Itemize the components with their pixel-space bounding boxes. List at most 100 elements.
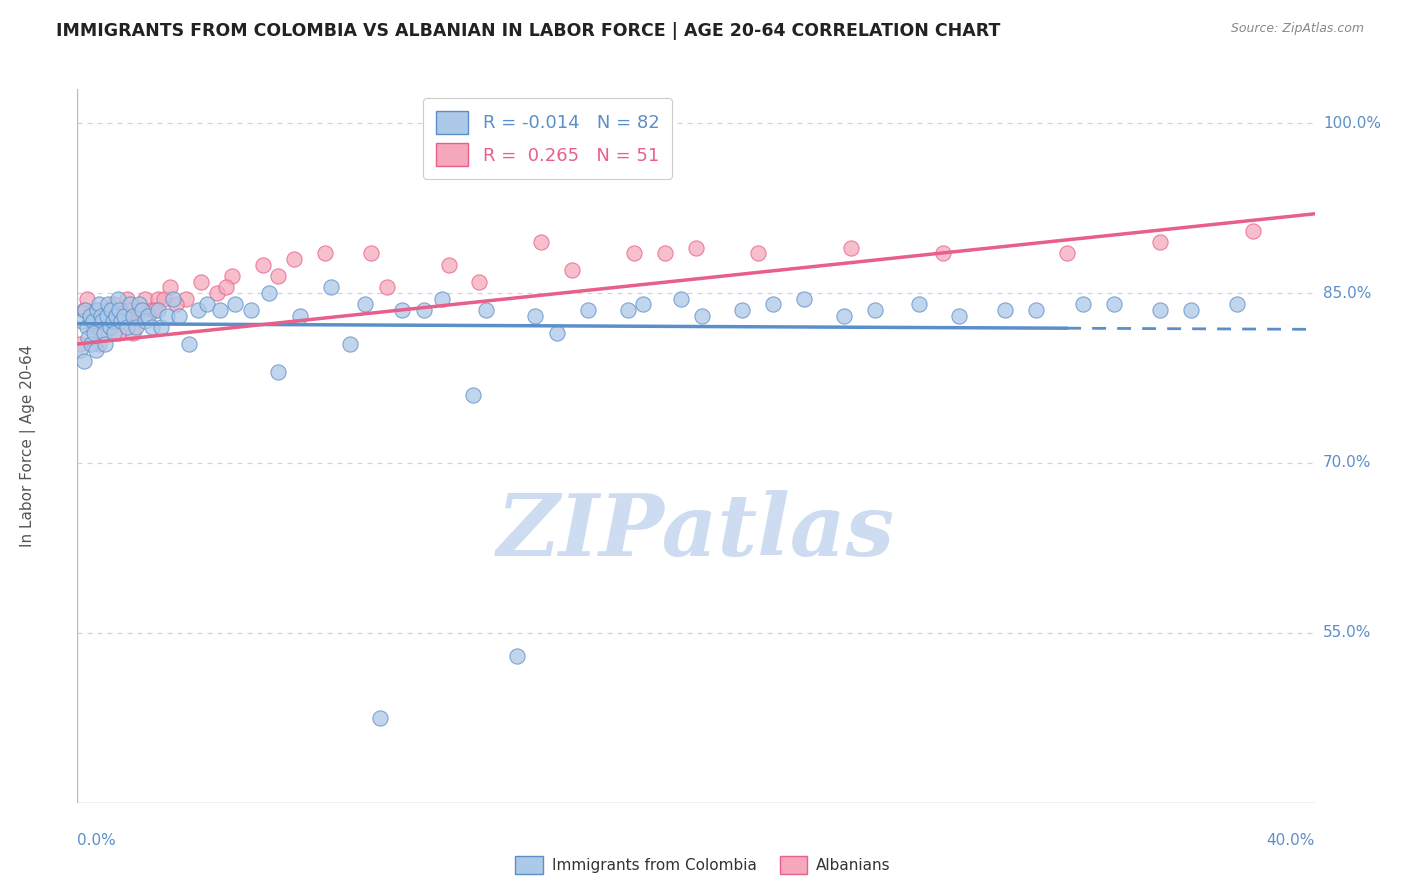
Point [165, 297, 187, 311]
Point [375, 280, 398, 294]
Point [1226, 297, 1249, 311]
Point [101, 314, 124, 328]
Point [187, 303, 209, 318]
Point [110, 303, 132, 318]
Text: 40.0%: 40.0% [1267, 833, 1315, 848]
Point [94, 337, 117, 351]
Point [354, 297, 377, 311]
Point [134, 314, 156, 328]
Point [257, 286, 280, 301]
Point [205, 286, 228, 301]
Point [122, 309, 145, 323]
Point [339, 337, 361, 351]
Point [90, 309, 111, 323]
Point [669, 292, 692, 306]
Point [215, 280, 238, 294]
Point [1180, 303, 1202, 318]
Point [221, 269, 243, 284]
Point [1025, 303, 1047, 318]
Point [115, 292, 138, 306]
Point [1149, 235, 1171, 249]
Point [122, 326, 145, 340]
Point [118, 303, 141, 318]
Point [437, 258, 460, 272]
Text: 0.0%: 0.0% [77, 833, 117, 848]
Point [907, 297, 929, 311]
Text: 85.0%: 85.0% [1323, 285, 1371, 301]
Point [283, 252, 305, 266]
Point [1149, 303, 1171, 318]
Point [1102, 297, 1125, 311]
Point [97, 297, 120, 311]
Point [174, 292, 197, 306]
Text: 100.0%: 100.0% [1323, 116, 1381, 131]
Point [252, 258, 274, 272]
Point [112, 309, 135, 323]
Point [100, 320, 122, 334]
Point [576, 303, 599, 318]
Point [110, 314, 132, 328]
Point [208, 303, 231, 318]
Point [1056, 246, 1078, 260]
Point [125, 320, 148, 334]
Point [747, 246, 769, 260]
Point [654, 246, 676, 260]
Point [948, 309, 970, 323]
Point [159, 280, 181, 294]
Point [474, 303, 496, 318]
Point [932, 246, 955, 260]
Point [195, 297, 218, 311]
Point [267, 269, 290, 284]
Point [530, 235, 553, 249]
Point [87, 297, 110, 311]
Point [239, 303, 262, 318]
Point [82, 314, 104, 328]
Point [319, 280, 342, 294]
Point [96, 309, 118, 323]
Point [505, 648, 527, 663]
Point [162, 292, 184, 306]
Point [118, 297, 141, 311]
Point [87, 337, 110, 351]
Text: ZIPatlas: ZIPatlas [496, 490, 896, 574]
Point [100, 303, 122, 318]
Point [153, 292, 176, 306]
Point [141, 303, 163, 318]
Point [94, 326, 117, 340]
Point [128, 297, 150, 311]
Point [146, 303, 169, 318]
Point [134, 292, 156, 306]
Point [91, 314, 114, 328]
Text: In Labor Force | Age 20-64: In Labor Force | Age 20-64 [20, 345, 35, 547]
Point [75, 303, 96, 318]
Point [412, 303, 434, 318]
Point [143, 303, 166, 318]
Point [86, 303, 108, 318]
Point [633, 297, 655, 311]
Point [288, 309, 311, 323]
Point [131, 303, 153, 318]
Legend: R = -0.014   N = 82, R =  0.265   N = 51: R = -0.014 N = 82, R = 0.265 N = 51 [423, 98, 672, 179]
Point [177, 337, 200, 351]
Point [224, 297, 246, 311]
Point [138, 309, 160, 323]
Point [115, 320, 138, 334]
Point [82, 320, 104, 334]
Text: 70.0%: 70.0% [1323, 456, 1371, 470]
Point [169, 309, 191, 323]
Point [149, 320, 172, 334]
Point [994, 303, 1017, 318]
Point [125, 309, 148, 323]
Point [69, 343, 91, 357]
Point [561, 263, 583, 277]
Point [546, 326, 568, 340]
Point [839, 241, 862, 255]
Point [108, 303, 131, 318]
Text: Source: ZipAtlas.com: Source: ZipAtlas.com [1230, 22, 1364, 36]
Point [79, 314, 101, 328]
Point [77, 331, 100, 345]
Point [865, 303, 887, 318]
Point [70, 314, 93, 328]
Point [107, 326, 129, 340]
Point [69, 337, 91, 351]
